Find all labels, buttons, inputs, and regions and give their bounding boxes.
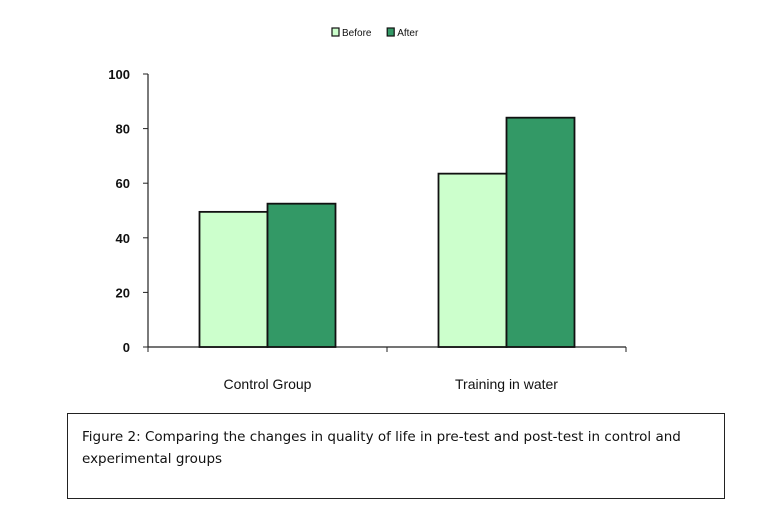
bar-before-1 bbox=[198, 210, 269, 348]
y-tick-label: 20 bbox=[116, 285, 130, 300]
figure-caption: Figure 2: Comparing the changes in quali… bbox=[82, 429, 681, 467]
bar-chart: Before After 0 20 40 60 80 100 Control Group Tr… bbox=[108, 27, 627, 392]
bar-before-2 bbox=[437, 172, 508, 348]
y-tick-label: 40 bbox=[116, 231, 130, 246]
x-category-label: Training in water bbox=[455, 376, 558, 392]
legend-swatch-before bbox=[331, 27, 340, 37]
bar-after-2 bbox=[505, 116, 576, 348]
bar-after-1 bbox=[266, 202, 337, 348]
figure-caption-box: Figure 2: Comparing the changes in quali… bbox=[67, 413, 725, 499]
legend-swatch-after bbox=[386, 27, 395, 37]
legend-label-before: Before bbox=[342, 28, 372, 39]
x-category-label: Control Group bbox=[224, 376, 312, 392]
bars bbox=[198, 116, 576, 348]
legend: Before After bbox=[331, 27, 419, 39]
legend-label-after: After bbox=[397, 28, 419, 39]
y-axis: 0 20 40 60 80 100 bbox=[108, 67, 149, 355]
x-axis: Control Group Training in water bbox=[147, 346, 627, 392]
y-tick-label: 80 bbox=[116, 122, 130, 137]
y-tick-label: 60 bbox=[116, 176, 130, 191]
y-tick-label: 100 bbox=[108, 67, 130, 82]
y-tick-label: 0 bbox=[123, 340, 130, 355]
